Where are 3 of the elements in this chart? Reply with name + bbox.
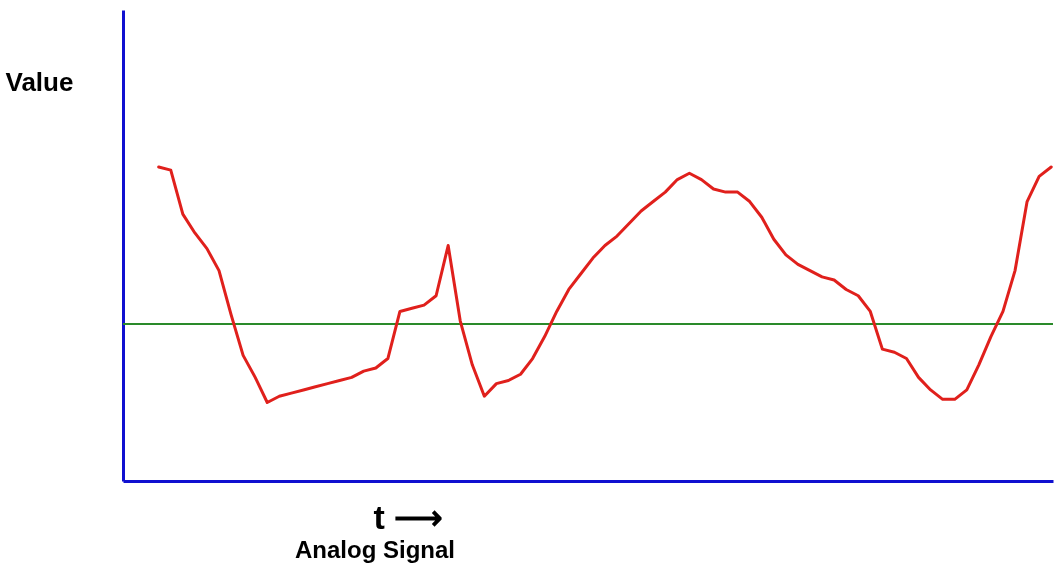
y-axis-title: Value xyxy=(5,66,74,97)
x-axis-title: t ⟶ xyxy=(373,497,444,536)
text: Analog Signal xyxy=(295,536,456,563)
